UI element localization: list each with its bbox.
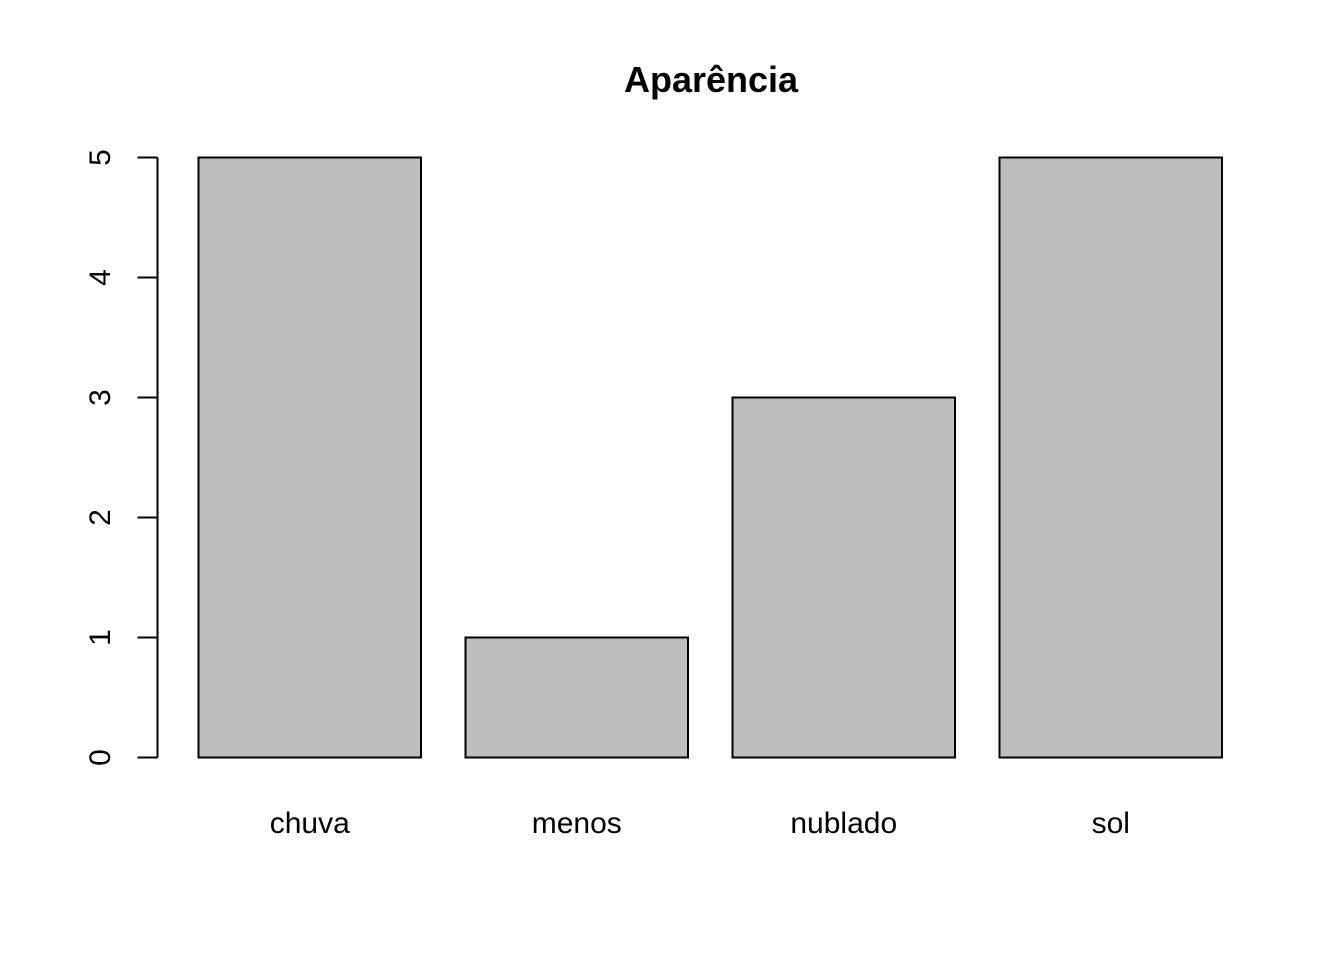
y-tick-label: 1 [84,629,117,646]
x-tick-label: menos [532,807,622,840]
bar-sol [998,156,1223,759]
x-axis-labels: chuva menos nublado sol [270,807,1130,840]
x-tick-label: chuva [270,807,350,840]
bar-nublado [731,396,956,759]
y-tick-label: 4 [84,269,117,286]
y-axis: 0 1 2 3 4 5 [84,149,159,766]
y-tick-label: 5 [84,149,117,166]
chart-title: Aparência [624,59,799,100]
x-tick-label: sol [1092,807,1130,840]
bar-menos [464,636,689,759]
y-tick-label: 2 [84,509,117,526]
bars-group [197,156,1223,759]
y-tick-label: 0 [84,749,117,766]
x-tick-label: nublado [790,807,897,840]
y-tick-label: 3 [84,389,117,406]
bar-chuva [197,156,422,759]
